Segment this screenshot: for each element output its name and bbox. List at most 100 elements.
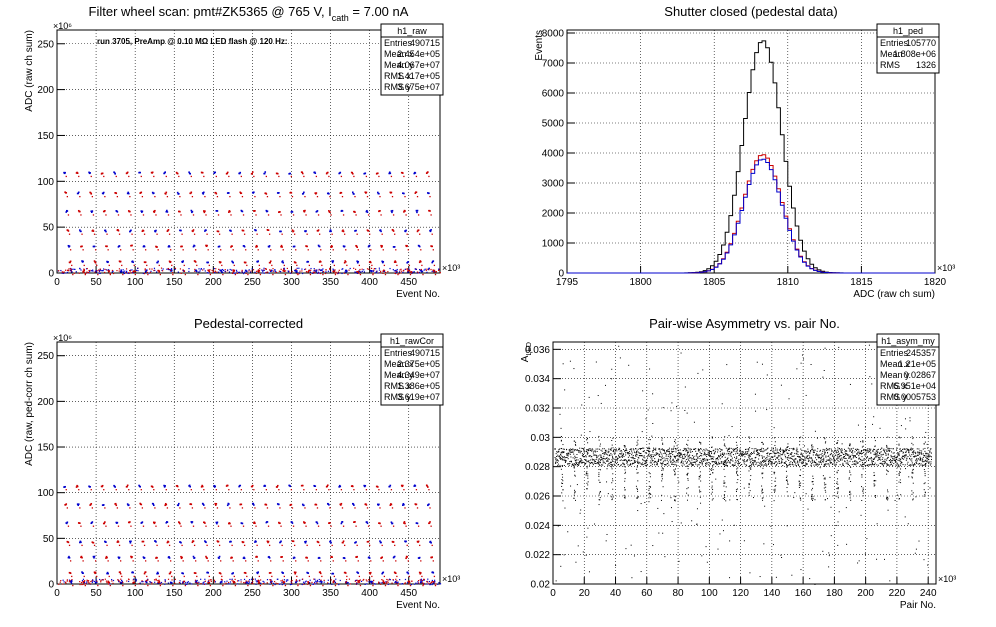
band-point	[866, 450, 867, 451]
band-point	[717, 452, 718, 453]
data-point	[330, 526, 331, 527]
x-tick-label: 80	[672, 588, 684, 599]
band-point	[809, 457, 810, 458]
band-point	[643, 460, 644, 461]
baseline-point	[90, 581, 91, 582]
data-point	[403, 489, 404, 490]
band-point	[875, 452, 876, 453]
data-point	[235, 585, 236, 586]
baseline-point	[242, 270, 243, 271]
band-point	[564, 457, 565, 458]
baseline-point	[149, 268, 150, 269]
band-point	[633, 457, 634, 458]
baseline-point	[358, 580, 359, 581]
data-point	[145, 249, 146, 250]
band-point	[701, 453, 702, 454]
data-point	[82, 261, 84, 263]
band-point	[868, 464, 869, 465]
data-point	[368, 214, 369, 215]
band-point	[563, 451, 564, 452]
band-point	[870, 458, 871, 459]
band-point	[801, 462, 802, 463]
data-point	[104, 196, 105, 197]
chart-title: Pair-wise Asymmetry vs. pair No.	[649, 316, 840, 331]
band-point	[751, 464, 752, 465]
data-point	[256, 545, 257, 546]
baseline-point	[106, 582, 107, 583]
band-point	[654, 464, 655, 465]
band-point	[648, 448, 649, 449]
band-point	[626, 449, 627, 450]
baseline-point	[144, 584, 145, 585]
band-point	[826, 460, 827, 461]
band-point	[671, 456, 672, 457]
baseline-point	[172, 272, 173, 273]
band-point	[650, 465, 651, 466]
band-point	[682, 454, 683, 455]
data-point	[216, 503, 218, 505]
baseline-point	[104, 269, 105, 270]
data-point	[322, 274, 323, 275]
baseline-point	[422, 580, 423, 581]
dip-point	[624, 481, 625, 482]
band-point	[842, 464, 843, 465]
data-point	[429, 507, 430, 508]
band-point	[864, 460, 865, 461]
band-point	[582, 448, 583, 449]
band-point	[842, 459, 843, 460]
data-point	[103, 176, 104, 177]
data-point	[432, 572, 434, 574]
band-point	[655, 448, 656, 449]
data-point	[70, 249, 71, 250]
baseline-point	[316, 581, 317, 582]
data-point	[239, 485, 241, 487]
band-point	[731, 452, 732, 453]
data-point	[178, 176, 179, 177]
band-point	[749, 456, 750, 457]
data-point	[358, 560, 359, 561]
band-point	[725, 462, 726, 463]
data-point	[71, 265, 72, 266]
baseline-point	[281, 269, 282, 270]
band-point	[752, 458, 753, 459]
band-point	[671, 451, 672, 452]
band-point	[817, 464, 818, 465]
data-point	[156, 545, 157, 546]
band-point	[903, 452, 904, 453]
data-point	[68, 542, 70, 544]
data-point	[314, 485, 316, 487]
band-point	[742, 455, 743, 456]
band-point	[588, 460, 589, 461]
band-point	[892, 460, 893, 461]
band-point	[726, 459, 727, 460]
band-point	[857, 453, 858, 454]
band-point	[766, 457, 767, 458]
data-point	[241, 176, 242, 177]
data-point	[407, 234, 408, 235]
band-point	[755, 457, 756, 458]
band-point	[692, 451, 693, 452]
data-point	[153, 176, 154, 177]
band-point	[884, 463, 885, 464]
data-point	[230, 541, 232, 543]
data-point	[222, 585, 223, 586]
band-point	[826, 450, 827, 451]
band-point	[643, 457, 644, 458]
baseline-point	[279, 271, 280, 272]
data-point	[204, 522, 206, 524]
band-point	[899, 455, 900, 456]
band-point	[587, 449, 588, 450]
band-point	[776, 464, 777, 465]
data-point	[282, 262, 284, 264]
data-point	[359, 265, 360, 266]
band-point	[767, 455, 768, 456]
baseline-point	[253, 579, 254, 580]
band-point	[775, 462, 776, 463]
data-point	[219, 556, 221, 558]
band-point	[575, 460, 576, 461]
band-point	[644, 455, 645, 456]
baseline-point	[250, 272, 251, 273]
data-point	[154, 507, 155, 508]
band-point	[771, 457, 772, 458]
x-tick-label: 100	[127, 588, 144, 599]
